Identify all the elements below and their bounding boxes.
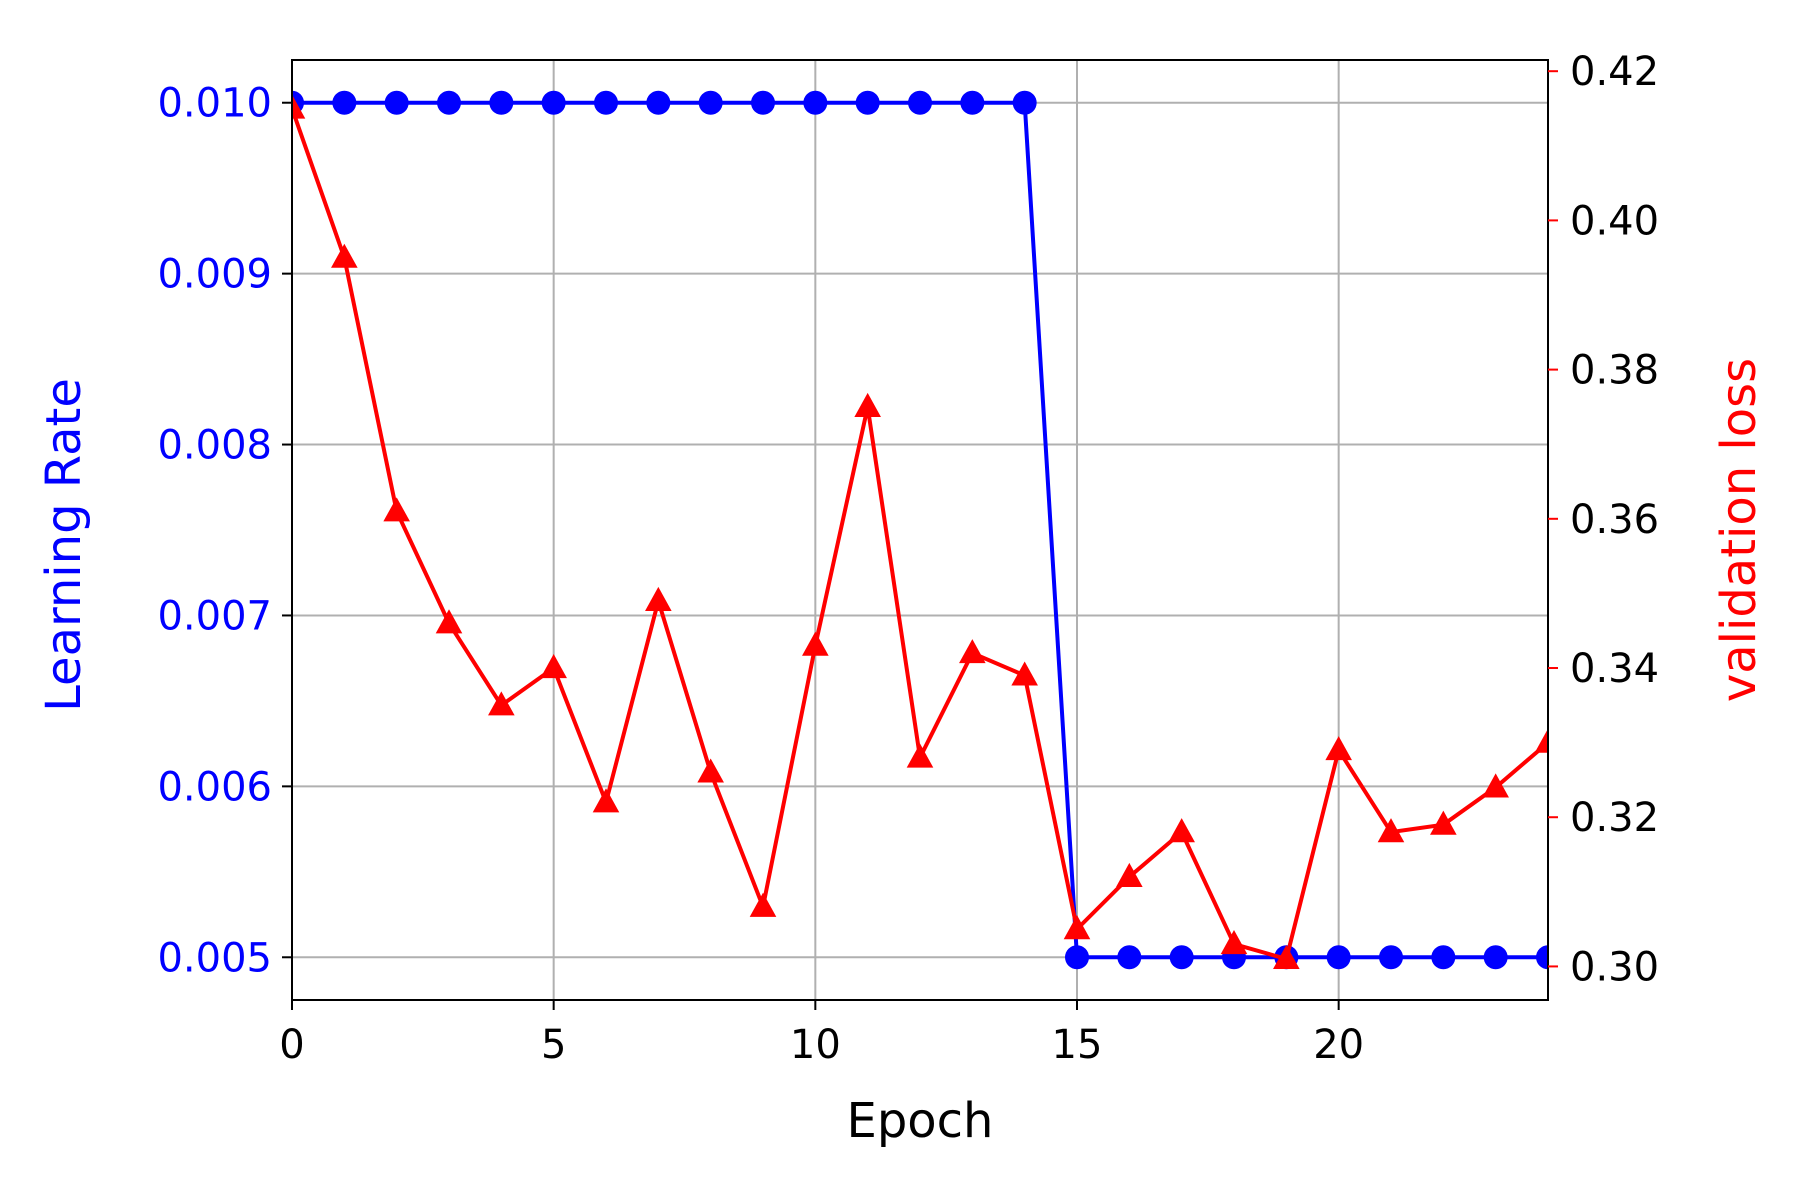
validation-loss-point: [1116, 862, 1143, 887]
validation-loss-point: [383, 497, 410, 522]
learning-rate-point: [1431, 945, 1456, 970]
validation-loss-point: [1377, 818, 1405, 843]
x-tick-label: 0: [279, 1022, 304, 1068]
validation-loss-series: [292, 94, 1548, 970]
learning-rate-point: [594, 90, 618, 115]
validation-loss-point: [292, 94, 306, 119]
right-y-tick-label: 0.34: [1570, 646, 1659, 692]
validation-loss-point: [540, 654, 567, 679]
learning-rate-point: [698, 90, 723, 115]
learning-rate-point: [1483, 945, 1508, 970]
left-y-tick-label: 0.008: [157, 423, 272, 469]
right-y-tick-label: 0.42: [1570, 49, 1659, 95]
plot-series: [292, 90, 1548, 970]
plot-frame: [291, 59, 1549, 1001]
x-tick-label: 10: [790, 1022, 841, 1068]
validation-loss-point: [331, 243, 358, 268]
learning-rate-point: [960, 90, 985, 115]
validation-loss-point: [435, 609, 463, 634]
validation-loss-point: [959, 639, 986, 664]
learning-rate-point: [541, 90, 566, 115]
learning-rate-point: [855, 90, 880, 115]
learning-rate-point: [1117, 945, 1142, 970]
right-y-tick-label: 0.40: [1570, 198, 1659, 244]
validation-loss-point: [1325, 736, 1352, 761]
learning-rate-point: [437, 90, 461, 115]
x-tick-label: 20: [1313, 1022, 1364, 1068]
validation-loss-point: [1273, 944, 1300, 970]
learning-rate-point: [1536, 945, 1548, 970]
learning-rate-point: [751, 90, 775, 115]
left-y-tick-label: 0.009: [157, 252, 272, 298]
left-y-tick-label: 0.010: [157, 81, 272, 127]
left-y-axis-label: Learning Rate: [36, 378, 92, 712]
learning-rate-point: [384, 90, 409, 115]
validation-loss-point: [1220, 930, 1248, 955]
x-tick-label: 15: [1052, 1022, 1103, 1068]
validation-loss-point: [802, 631, 829, 656]
learning-rate-point: [1326, 945, 1351, 970]
validation-loss-point: [1534, 728, 1548, 753]
validation-loss-point: [1011, 661, 1038, 686]
validation-loss-point: [645, 586, 672, 611]
right-y-tick-label: 0.38: [1570, 348, 1659, 394]
left-y-tick-label: 0.005: [157, 935, 272, 981]
validation-loss-point: [854, 392, 881, 417]
validation-loss-point: [1430, 810, 1457, 835]
learning-rate-point: [332, 90, 357, 115]
validation-loss-point: [488, 691, 515, 716]
right-y-tick-label: 0.30: [1570, 944, 1659, 990]
left-y-tick-label: 0.006: [157, 764, 272, 810]
learning-rate-point: [646, 90, 671, 115]
axis-ticks: 0 5 10 15 20 0.005 0.006 0.007 0.008 0.009 0.010 0.…: [157, 49, 1659, 1068]
validation-loss-point: [592, 788, 620, 813]
right-y-axis-label: validation loss: [1711, 358, 1767, 702]
right-y-tick-label: 0.32: [1570, 795, 1659, 841]
validation-loss-point: [1482, 773, 1509, 798]
left-y-tick-label: 0.007: [157, 593, 272, 639]
validation-loss-point: [906, 743, 934, 768]
validation-loss-point: [1168, 818, 1195, 843]
learning-rate-point: [1379, 945, 1403, 970]
learning-rate-point: [1012, 90, 1037, 115]
learning-rate-point: [489, 90, 514, 115]
validation-loss-point: [1063, 915, 1091, 940]
learning-rate-point: [1065, 945, 1089, 970]
validation-loss-point: [749, 892, 777, 917]
learning-rate-point: [908, 90, 932, 115]
learning-rate-point: [1169, 945, 1194, 970]
x-tick-label: 5: [541, 1022, 566, 1068]
learning-rate-point: [803, 90, 828, 115]
validation-loss-point: [697, 758, 724, 783]
right-y-tick-label: 0.36: [1570, 497, 1659, 543]
x-axis-label: Epoch: [847, 1093, 994, 1149]
